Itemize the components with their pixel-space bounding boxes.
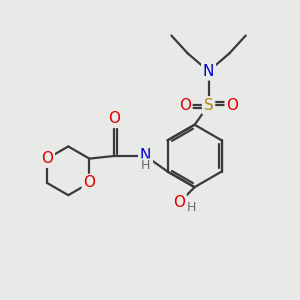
Text: O: O xyxy=(179,98,191,113)
Text: O: O xyxy=(226,98,238,113)
Text: H: H xyxy=(141,159,150,172)
Text: O: O xyxy=(83,176,95,190)
Text: O: O xyxy=(108,111,120,126)
Text: S: S xyxy=(204,98,213,113)
Text: O: O xyxy=(41,151,53,166)
Text: N: N xyxy=(140,148,151,164)
Text: O: O xyxy=(173,195,185,210)
Text: H: H xyxy=(187,201,196,214)
Text: N: N xyxy=(203,64,214,79)
